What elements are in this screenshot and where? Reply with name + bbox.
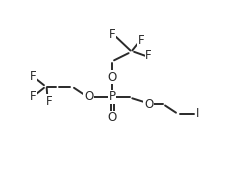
Text: F: F xyxy=(30,90,36,103)
Text: O: O xyxy=(108,71,117,84)
Text: F: F xyxy=(46,95,53,108)
Text: F: F xyxy=(109,28,116,41)
Text: P: P xyxy=(109,90,116,104)
Text: F: F xyxy=(138,33,145,47)
Text: F: F xyxy=(145,49,152,62)
Text: O: O xyxy=(144,98,153,111)
Text: O: O xyxy=(108,111,117,124)
Text: F: F xyxy=(30,70,36,83)
Text: I: I xyxy=(196,107,200,121)
Text: O: O xyxy=(84,90,93,104)
